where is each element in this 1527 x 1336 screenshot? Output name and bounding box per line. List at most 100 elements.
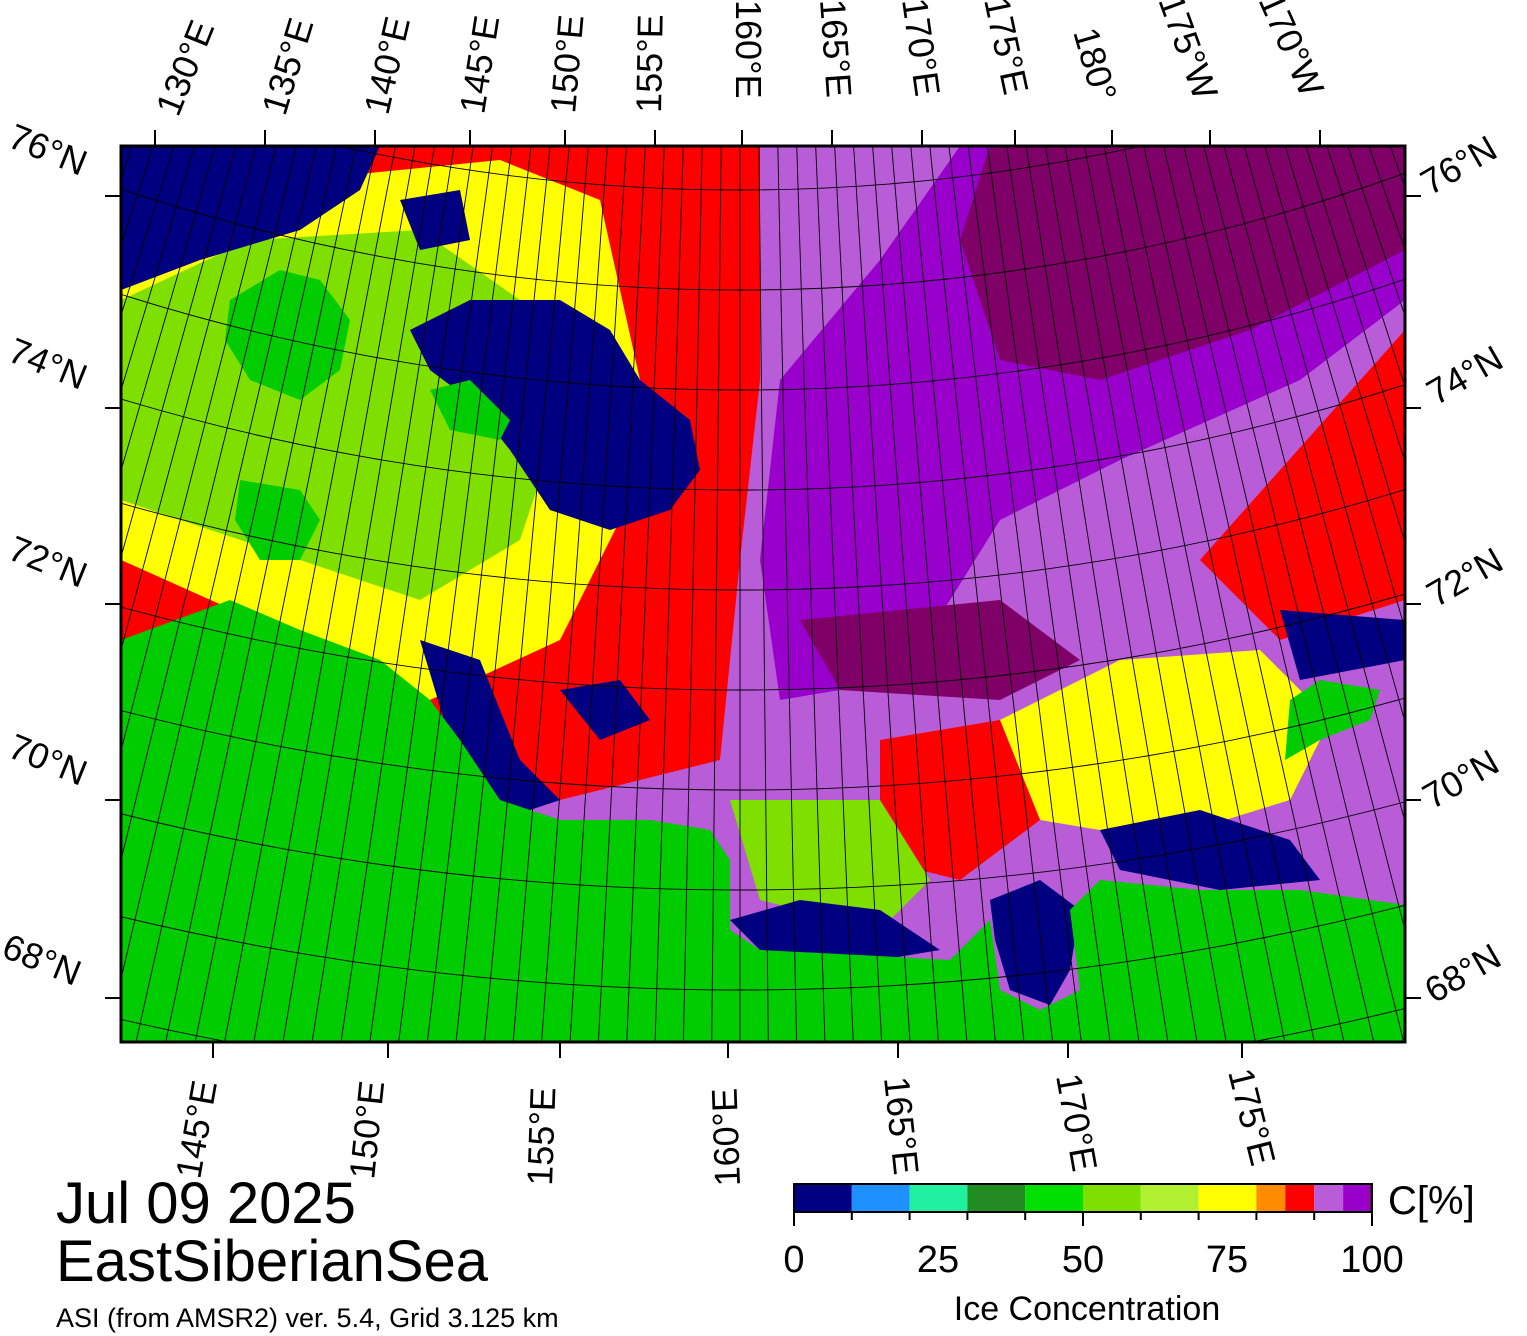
left-lat-label: 72°N xyxy=(3,527,93,595)
open-water-northwest xyxy=(121,146,380,290)
meridian-line xyxy=(426,146,532,1042)
meridian-line xyxy=(1264,146,1405,631)
marginal-ice-east-yellow xyxy=(1000,650,1330,840)
open-water-north-pocket xyxy=(400,190,470,250)
meridian-line xyxy=(1464,0,1527,874)
left-latitude-labels: 76°N 74°N 72°N 70°N 68°N xyxy=(0,115,93,993)
meridian-line xyxy=(1123,146,1315,1042)
right-lat-label: 72°N xyxy=(1420,539,1510,615)
colorbar-tick-label: 75 xyxy=(1206,1239,1248,1281)
bottom-lon-label: 150°E xyxy=(341,1079,392,1181)
meridian-line xyxy=(121,146,216,473)
land-kotelny-island xyxy=(225,270,350,400)
bottom-lon-label: 165°E xyxy=(876,1075,927,1177)
open-water-far-east xyxy=(1280,610,1405,680)
land-wrangel-island xyxy=(1285,680,1380,760)
meridian-line xyxy=(1064,146,1227,1042)
pack-ice-dense xyxy=(960,146,1405,380)
colorbar-unit: C[%] xyxy=(1388,1179,1475,1223)
meridian-line xyxy=(872,146,939,1042)
right-lat-label: 70°N xyxy=(1416,741,1506,817)
top-lon-label: 130°E xyxy=(147,14,222,121)
meridian-line xyxy=(398,146,513,1042)
colorbar-swatches xyxy=(794,1184,1372,1212)
top-longitude-labels: 130°E 135°E 140°E 145°E 150°E 155°E 160°… xyxy=(147,0,1332,121)
meridian-line xyxy=(121,146,297,863)
meridian-line xyxy=(1203,146,1405,932)
meridian-line xyxy=(1223,146,1405,824)
meridian-line xyxy=(1163,146,1375,1042)
meridian-line xyxy=(282,146,435,1042)
meridian-line xyxy=(1480,0,1527,861)
colorbar-swatch xyxy=(1198,1184,1257,1212)
meridian-line xyxy=(1025,146,1169,1042)
open-water-coast-west xyxy=(420,640,560,820)
meridian-line xyxy=(1045,146,1198,1042)
open-water-kolyma-gulf xyxy=(560,680,650,740)
colorbar-swatch xyxy=(909,1184,968,1212)
meridian-line xyxy=(948,146,1054,1042)
meridian-line xyxy=(1084,146,1256,1042)
marginal-ice-south-red xyxy=(880,720,1040,880)
meridian-line xyxy=(194,146,377,1042)
meridian-line xyxy=(626,146,665,1042)
open-water-east-coast xyxy=(1100,810,1320,890)
meridian-line xyxy=(815,146,854,1042)
meridian-line xyxy=(682,146,703,1042)
meridian-line xyxy=(484,146,570,1042)
meridian-line xyxy=(165,146,357,1042)
open-water-bay-east xyxy=(730,900,940,960)
left-lat-label: 74°N xyxy=(3,329,93,397)
right-latitude-labels: 76°N 74°N 72°N 70°N 68°N xyxy=(1414,127,1510,1011)
top-lon-label: 140°E xyxy=(356,13,418,118)
meridian-line xyxy=(121,146,237,559)
colorbar-tick-label: 25 xyxy=(917,1239,959,1281)
meridian-line xyxy=(311,146,455,1042)
colorbar-swatch xyxy=(1285,1184,1315,1212)
colorbar-tick-label: 50 xyxy=(1062,1239,1104,1281)
colorbar-swatch xyxy=(1314,1184,1344,1212)
colorbar-swatch xyxy=(1369,1184,1372,1212)
top-lon-label: 170°E xyxy=(894,0,948,99)
open-water-polynya xyxy=(410,300,700,530)
colorbar-swatch xyxy=(967,1184,1026,1212)
right-lat-label: 68°N xyxy=(1418,935,1508,1011)
marginal-ice-east-red xyxy=(1200,330,1405,640)
colorbar-ticks xyxy=(793,1212,1373,1226)
meridian-line xyxy=(1183,146,1405,1042)
colorbar-swatch xyxy=(1140,1184,1199,1212)
meridian-line xyxy=(597,146,646,1042)
meridian-line xyxy=(121,146,317,982)
meridian-line xyxy=(512,146,589,1042)
meridian-line xyxy=(654,146,684,1042)
top-lon-label: 135°E xyxy=(253,13,321,119)
colorbar-swatch xyxy=(1025,1184,1083,1212)
colorbar-swatch xyxy=(851,1184,910,1212)
bottom-lon-label: 170°E xyxy=(1048,1070,1105,1174)
bottom-longitude-labels: 145°E 150°E 155°E 160°E 165°E 170°E 175°… xyxy=(168,1064,1284,1187)
right-lat-label: 76°N xyxy=(1414,127,1504,203)
bottom-lon-label: 145°E xyxy=(168,1077,225,1181)
land-lyakhovsky-island xyxy=(235,480,320,560)
meridian-line xyxy=(777,146,798,1042)
meridian-line xyxy=(1512,0,1527,835)
top-lon-label: 175°W xyxy=(1150,0,1226,105)
meridian-line xyxy=(135,146,337,1042)
top-lon-label: 150°E xyxy=(542,13,591,115)
meridian-line xyxy=(891,146,968,1042)
meridian-line xyxy=(455,146,551,1042)
date-label: Jul 09 2025 xyxy=(56,1171,356,1236)
open-water-chaun-bay xyxy=(990,880,1080,1005)
colorbar-tick-label: 100 xyxy=(1340,1239,1403,1281)
meridian-line xyxy=(834,146,883,1042)
meridian-line xyxy=(541,146,608,1042)
top-lon-label: 145°E xyxy=(451,13,507,117)
meridian-line xyxy=(796,146,826,1042)
meridian-line xyxy=(910,146,996,1042)
top-lon-label: 170°W xyxy=(1251,0,1333,102)
meridian-line xyxy=(1284,146,1405,545)
right-lat-label: 74°N xyxy=(1420,337,1510,413)
meridian-line xyxy=(1103,146,1286,1042)
